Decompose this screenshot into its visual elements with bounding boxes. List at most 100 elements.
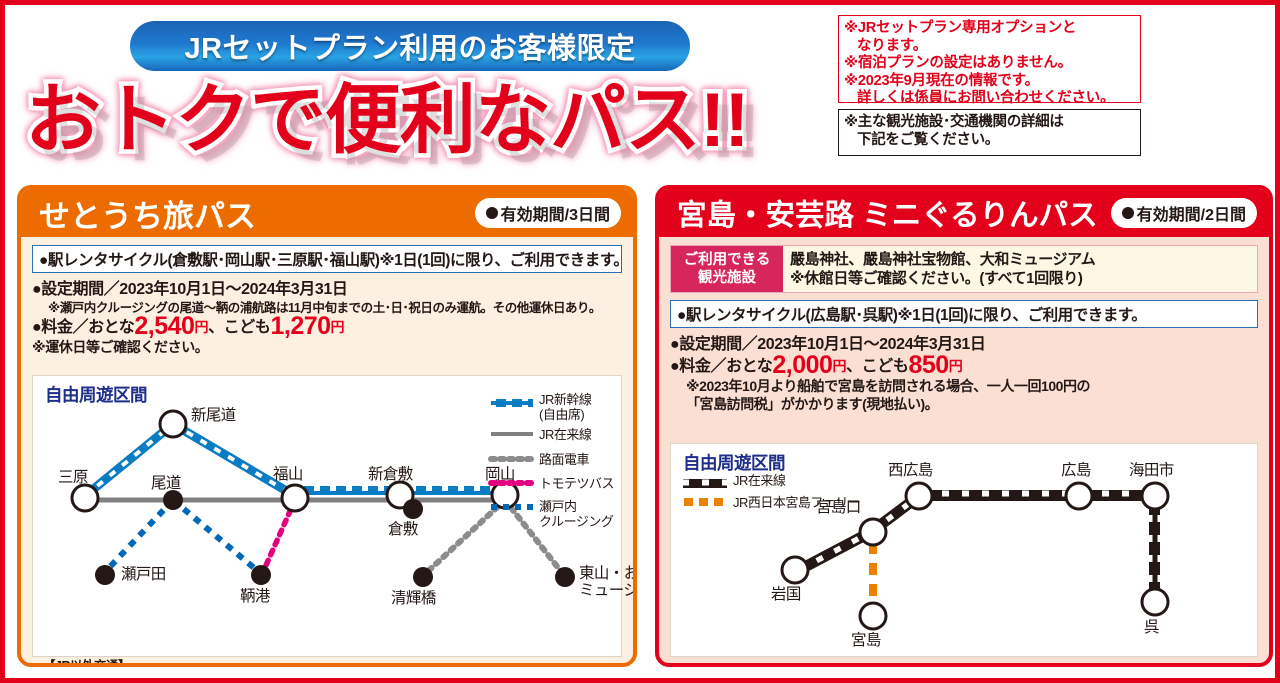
- footnote-title: 【JR以外交通】: [43, 659, 130, 667]
- setouchi-rental-cycle-box: ●駅レンタサイクル(倉敷駅･岡山駅･三原駅･福山駅)※1日(1回)に限り、ご利用…: [32, 245, 629, 273]
- panel-setouchi-body: ●駅レンタサイクル(倉敷駅･岡山駅･三原駅･福山駅)※1日(1回)に限り、ご利用…: [21, 237, 633, 356]
- panel-miyajima: 宮島・安芸路 ミニぐるりんパス 有効期間/2日間 ご利用できる 観光施設 嚴島神…: [655, 185, 1273, 667]
- legend-label-bus: トモテツバス: [539, 476, 615, 491]
- station-node-tomoko: [251, 565, 271, 585]
- setouchi-fare-note: ※運休日等ご確認ください。: [32, 339, 209, 355]
- station-label-tomoko: 鞆港: [240, 588, 270, 605]
- station-node-shinonomichi: [158, 409, 188, 439]
- legend-label-tram: 路面電車: [539, 452, 590, 467]
- miyajima-fare-line: ●料金／おとな2,000円、こども850円: [670, 353, 1258, 378]
- miyajima-facility-label-line2: 観光施設: [698, 270, 756, 286]
- main-title: おトクで便利なパス!!: [21, 73, 825, 169]
- setouchi-period-line: ●設定期間／2023年10月1日〜2024年3月31日: [32, 281, 348, 298]
- miyajima-facility-value-line2: ※休館日等ご確認ください。(すべて1回限り): [790, 270, 1083, 287]
- setouchi-fare-prefix: ●料金／おとな: [32, 319, 135, 336]
- line-cruise-onomichi-setoda: [102, 497, 176, 575]
- station-node-iwakuni: [780, 555, 810, 585]
- panel-setouchi-validity-label: 有効期間/3日間: [500, 207, 610, 224]
- notice-black-line-1: ※主な観光施設･交通機関の詳細は: [844, 114, 1064, 130]
- station-label-shinkurashiki: 新倉敷: [368, 466, 413, 483]
- station-label-nishihiroshima: 西広島: [888, 462, 933, 479]
- setouchi-fare-child: 1,270: [270, 312, 331, 340]
- station-node-kurashiki: [403, 499, 423, 519]
- station-label-onomichi: 尾道: [151, 475, 181, 492]
- bullet-dot-icon: [1121, 207, 1134, 219]
- legend-label-ferry: JR西日本宮島フェリー: [733, 495, 861, 510]
- blue-banner: JRセットプラン利用のお客様限定: [130, 21, 690, 71]
- setouchi-fare-child-yen: 円: [330, 319, 345, 335]
- line-jr-kaitaichi-kure: [1149, 496, 1160, 600]
- panel-miyajima-body: ご利用できる 観光施設 嚴島神社、嚴島神社宝物館、大和ミュージアム ※休館日等ご…: [659, 237, 1269, 413]
- panel-setouchi: せとうち旅パス 有効期間/3日間 ●駅レンタサイクル(倉敷駅･岡山駅･三原駅･福…: [17, 185, 637, 667]
- miyajima-fare-note-line1: ※2023年10月より船舶で宮島を訪問される場合、一人一回100円の: [686, 378, 1091, 394]
- miyajima-map-svg: [683, 479, 1170, 631]
- legend-label-local: JR在来線: [539, 427, 592, 442]
- miyajima-fare-mid: 、こども: [846, 358, 909, 375]
- legend-label-shinkansen: JR新幹線 (自由席): [539, 392, 592, 422]
- main-title-text: おトクで便利なパス!!: [21, 78, 755, 163]
- station-label-higashiyama: 東山・おかでん ミュージアム駅: [579, 565, 637, 599]
- station-node-kaitaichi: [1140, 481, 1170, 511]
- legend-swatch-shinkansen: [491, 399, 533, 407]
- setouchi-rental-cycle-text: ●駅レンタサイクル(倉敷駅･岡山駅･三原駅･福山駅)※1日(1回)に限り、ご利用…: [39, 252, 629, 269]
- line-tram-okayama-higashiyama: [502, 497, 566, 577]
- panel-setouchi-header: せとうち旅パス 有効期間/3日間: [21, 189, 633, 237]
- station-label-miyajima: 宮島: [851, 632, 881, 649]
- station-node-nishihiroshima: [904, 481, 934, 511]
- miyajima-fare-child-yen: 円: [948, 358, 963, 374]
- station-label-fukuyama: 福山: [273, 466, 303, 483]
- line-shinkansen-dash-2: [171, 422, 297, 498]
- station-label-miyajimaguchi: 宮島口: [816, 499, 861, 516]
- setouchi-fare-line: ●料金／おとな2,540円、こども1,270円: [32, 314, 622, 339]
- line-jr-nishihiroshima-kaitaichi: [919, 490, 1161, 501]
- miyajima-facility-label-line1: ご利用できる: [683, 252, 771, 268]
- setouchi-fare-adult: 2,540: [134, 312, 195, 340]
- station-node-hiroshima: [1064, 481, 1094, 511]
- miyajima-fare-adult-yen: 円: [832, 358, 847, 374]
- notice-red-line-4: ※2023年9月現在の情報です。: [844, 72, 1039, 89]
- line-jr-dash-1: [797, 529, 873, 573]
- line-shinkansen-dash-1: [83, 422, 175, 498]
- bullet-dot-icon: [485, 207, 498, 219]
- notice-red-box: ※JRセットプラン専用オプションと なります。 ※宿泊プランの設定はありません。…: [838, 15, 1141, 106]
- station-label-kurashiki: 倉敷: [388, 521, 418, 538]
- miyajima-rental-cycle-box: ●駅レンタサイクル(広島駅･呉駅)※1日(1回)に限り、ご利用できます。: [670, 300, 1258, 328]
- panel-miyajima-validity-label: 有効期間/2日間: [1136, 207, 1246, 224]
- station-label-hiroshima: 広島: [1061, 462, 1091, 479]
- legend-label-jr-local: JR在来線: [733, 473, 786, 488]
- miyajima-facility-box: ご利用できる 観光施設 嚴島神社、嚴島神社宝物館、大和ミュージアム ※休館日等ご…: [670, 245, 1258, 293]
- station-node-kure: [1140, 587, 1170, 617]
- station-label-setoda: 瀬戸田: [121, 566, 166, 583]
- line-bus-fukuyama-tomo: [260, 497, 298, 575]
- notice-black-box: ※主な観光施設･交通機関の詳細は 下記をご覧ください。: [838, 109, 1141, 156]
- notice-red-line-2: なります。: [857, 37, 928, 54]
- panel-miyajima-title: 宮島・安芸路 ミニぐるりんパス: [677, 199, 1098, 232]
- station-label-kure: 呉: [1144, 619, 1160, 636]
- miyajima-facility-label: ご利用できる 観光施設: [671, 246, 783, 292]
- miyajima-rental-cycle-text: ●駅レンタサイクル(広島駅･呉駅)※1日(1回)に限り、ご利用できます。: [677, 307, 1147, 324]
- station-label-shinonomichi: 新尾道: [191, 407, 236, 424]
- station-node-onomichi: [163, 490, 183, 510]
- notice-red-line-1: ※JRセットプラン専用オプションと: [844, 20, 1077, 36]
- notice-black-line-2: 下記をご覧ください。: [857, 131, 999, 148]
- line-tram-okayama-seikibashi: [422, 497, 508, 577]
- panel-miyajima-header: 宮島・安芸路 ミニぐるりんパス 有効期間/2日間: [659, 189, 1269, 237]
- station-label-iwakuni: 岩国: [771, 586, 801, 603]
- setouchi-fare-adult-yen: 円: [194, 319, 209, 335]
- setouchi-map-svg: [70, 399, 575, 587]
- station-node-fukuyama: [280, 483, 310, 513]
- miyajima-map-title: 自由周遊区間: [683, 453, 786, 473]
- station-label-mihara: 三原: [58, 469, 88, 486]
- notice-red-line-3: ※宿泊プランの設定はありません。: [844, 55, 1072, 71]
- miyajima-fare-note-line2: 「宮島訪問税」がかかります(現地払い)。: [686, 396, 939, 412]
- line-cruise-onomichi-tomo: [171, 497, 261, 575]
- setouchi-period-note: ※瀬戸内クルージングの尾道〜鞆の浦航路は11月中旬までの土･日･祝日のみ運航。そ…: [48, 301, 601, 315]
- miyajima-fare-prefix: ●料金／おとな: [670, 358, 773, 375]
- miyajima-facility-values: 嚴島神社、嚴島神社宝物館、大和ミュージアム ※休館日等ご確認ください。(すべて1…: [783, 246, 1102, 292]
- banner-label: JRセットプラン利用のお客様限定: [184, 33, 636, 65]
- setouchi-fare-mid: 、こども: [208, 319, 271, 336]
- legend-swatch-jr-local: [683, 479, 727, 488]
- station-node-seikibashi: [413, 567, 433, 587]
- miyajima-fare-adult: 2,000: [772, 351, 833, 379]
